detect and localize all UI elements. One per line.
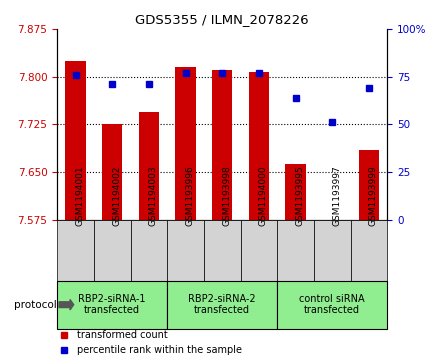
Text: GSM1193997: GSM1193997 — [332, 165, 341, 226]
Bar — [351, 220, 387, 281]
Text: GSM1193999: GSM1193999 — [369, 165, 378, 226]
Text: GSM1193995: GSM1193995 — [296, 165, 304, 226]
Text: percentile rank within the sample: percentile rank within the sample — [77, 345, 242, 355]
Text: GSM1194001: GSM1194001 — [76, 165, 84, 226]
Text: GSM1194000: GSM1194000 — [259, 165, 268, 226]
Bar — [139, 111, 159, 220]
Bar — [241, 220, 277, 281]
Bar — [57, 281, 167, 329]
Text: RBP2-siRNA-2
transfected: RBP2-siRNA-2 transfected — [188, 294, 256, 315]
Bar — [94, 220, 131, 281]
Bar — [212, 70, 232, 220]
Bar — [204, 220, 241, 281]
Bar — [102, 124, 122, 220]
Title: GDS5355 / ILMN_2078226: GDS5355 / ILMN_2078226 — [136, 13, 309, 26]
Bar — [286, 164, 306, 220]
Bar — [249, 72, 269, 220]
Bar — [167, 281, 277, 329]
Text: GSM1193998: GSM1193998 — [222, 165, 231, 226]
Bar — [131, 220, 167, 281]
Bar — [176, 67, 196, 220]
Bar — [277, 281, 387, 329]
Bar — [359, 150, 379, 220]
Text: GSM1194002: GSM1194002 — [112, 165, 121, 226]
Text: protocol: protocol — [15, 300, 57, 310]
Text: control siRNA
transfected: control siRNA transfected — [299, 294, 365, 315]
Bar — [167, 220, 204, 281]
Text: transformed count: transformed count — [77, 330, 168, 340]
Bar — [314, 220, 351, 281]
Text: RBP2-siRNA-1
transfected: RBP2-siRNA-1 transfected — [78, 294, 146, 315]
Bar — [57, 220, 94, 281]
Text: GSM1194003: GSM1194003 — [149, 165, 158, 226]
Bar — [66, 61, 86, 220]
Bar — [277, 220, 314, 281]
FancyArrow shape — [59, 299, 74, 310]
Text: GSM1193996: GSM1193996 — [186, 165, 194, 226]
